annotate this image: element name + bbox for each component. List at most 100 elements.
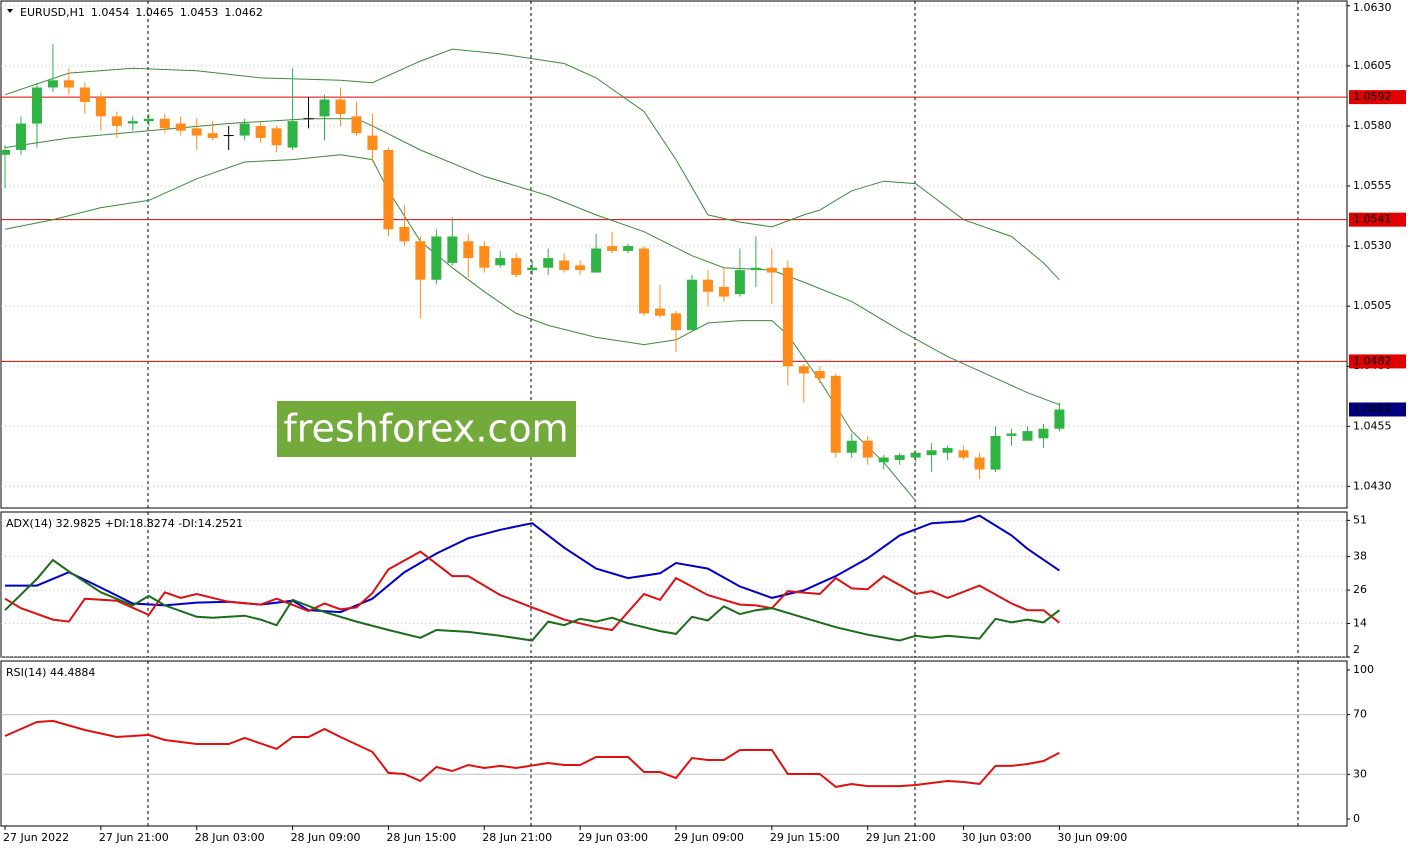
candle-body xyxy=(111,116,122,126)
y-tick-label: 70 xyxy=(1353,708,1367,721)
candle-body xyxy=(431,236,442,280)
panel: 1.0630 1.0605 1.0580 1.0555 1.0530 1.0505 1.04… xyxy=(0,0,1406,509)
candle-body xyxy=(79,87,90,102)
x-tick-label: 30 Jun 03:00 xyxy=(962,831,1032,844)
y-tick-label: 26 xyxy=(1353,583,1367,596)
candle-body xyxy=(463,241,474,259)
candle-body xyxy=(447,236,458,263)
candle-body xyxy=(495,258,506,266)
x-tick-label: 28 Jun 03:00 xyxy=(195,831,265,844)
y-tick-label: 0 xyxy=(1353,812,1360,825)
title-text: ADX(14) 32.9825 +DI:18.8274 -DI:14.2521 xyxy=(6,517,243,530)
level-label-box xyxy=(1349,90,1406,105)
candle-body xyxy=(207,133,218,138)
y-tick-label: 2 xyxy=(1353,643,1360,656)
indicator-line xyxy=(4,550,1061,632)
y-tick-label: 1.0630 xyxy=(1353,1,1392,14)
candle-body xyxy=(974,457,985,470)
candle-body xyxy=(686,279,697,331)
last-price-box xyxy=(1349,402,1406,417)
candle-body xyxy=(1038,428,1049,439)
candle-body xyxy=(1,149,10,155)
x-tick-label: 29 Jun 21:00 xyxy=(866,831,936,844)
candle-body xyxy=(639,248,650,314)
candle-body xyxy=(367,135,378,150)
candle-body xyxy=(15,123,26,150)
candle-body xyxy=(655,308,666,316)
y-tick-label: 1.0430 xyxy=(1353,479,1392,492)
candle-body xyxy=(287,121,298,148)
candle-body xyxy=(623,246,634,251)
candle-body xyxy=(990,435,1001,470)
candle-body xyxy=(814,371,825,379)
indicator-line xyxy=(4,558,1061,642)
candle-body xyxy=(95,97,106,117)
candle-body xyxy=(958,450,969,458)
candle-body xyxy=(926,450,937,456)
x-tick-label: 29 Jun 09:00 xyxy=(674,831,744,844)
level-label: 1.0482 xyxy=(1353,354,1392,367)
candle-body xyxy=(335,99,346,114)
x-tick-label: 28 Jun 15:00 xyxy=(386,831,456,844)
candle-body xyxy=(383,149,394,230)
candle-body xyxy=(47,80,58,88)
candle-body xyxy=(575,265,586,271)
candle-body xyxy=(479,246,490,268)
title-marker xyxy=(7,9,13,13)
x-tick-label: 29 Jun 03:00 xyxy=(578,831,648,844)
plot-area xyxy=(1,1,1347,508)
candle-body xyxy=(830,375,841,453)
candle-body xyxy=(271,128,282,146)
candle-body xyxy=(1022,431,1033,441)
panel: 100 70 30 0 RSI(14) 44.4884 27 Jun 2022 27 Jun… xyxy=(0,660,1374,844)
panel-frame xyxy=(0,0,1348,509)
x-tick-label: 29 Jun 15:00 xyxy=(770,831,840,844)
level-label: 1.0592 xyxy=(1353,90,1392,103)
candle-body xyxy=(718,286,729,297)
indicator-line xyxy=(5,514,1060,614)
ohlc-value: 1.0465 xyxy=(135,6,174,19)
panel: 51 38 26 14 2 ADX(14) 32.9825 +DI:18.8274 -DI… xyxy=(0,511,1367,658)
candle-body xyxy=(31,87,42,124)
x-tick-label: 30 Jun 09:00 xyxy=(1057,831,1127,844)
candle-body xyxy=(239,123,250,136)
panel-title: EURUSD,H1 1.0454 1.0465 1.0453 1.0462 xyxy=(20,6,263,19)
y-tick-label: 1.0555 xyxy=(1353,179,1392,192)
watermark-box xyxy=(277,401,576,457)
candle-body xyxy=(782,267,793,367)
title-text: RSI(14) 44.4884 xyxy=(6,666,95,679)
candle-body xyxy=(942,447,953,453)
y-tick-label: 1.0580 xyxy=(1353,119,1392,132)
candle-body xyxy=(734,270,745,295)
candle-body xyxy=(862,440,873,458)
candle-body xyxy=(702,279,713,292)
candle-body xyxy=(159,118,170,129)
y-tick-label: 14 xyxy=(1353,617,1367,630)
candle-body xyxy=(399,226,410,242)
level-label-box xyxy=(1349,354,1406,369)
candle-body xyxy=(511,258,522,275)
candle-body xyxy=(175,123,186,131)
candle-body xyxy=(846,440,857,453)
candle-body xyxy=(1006,433,1017,436)
candle-body xyxy=(591,248,602,273)
candle-body xyxy=(670,313,681,331)
level-label-box xyxy=(1349,212,1406,227)
candle-body xyxy=(1054,409,1065,429)
candle-body xyxy=(143,118,154,122)
ohlc-value: 1.0454 xyxy=(91,6,130,19)
candle-body xyxy=(223,135,234,137)
panel-frame xyxy=(0,660,1348,827)
candle-body xyxy=(127,121,138,124)
ohlc-value: 1.0462 xyxy=(224,6,263,19)
level-label: 1.0541 xyxy=(1353,213,1392,226)
y-tick-label: 1.0455 xyxy=(1353,419,1392,432)
y-tick-label: 51 xyxy=(1353,513,1367,526)
candle-body xyxy=(319,99,330,117)
x-tick-label: 27 Jun 2022 xyxy=(3,831,69,844)
indicator-line xyxy=(4,118,1060,406)
candle-body xyxy=(607,246,618,251)
